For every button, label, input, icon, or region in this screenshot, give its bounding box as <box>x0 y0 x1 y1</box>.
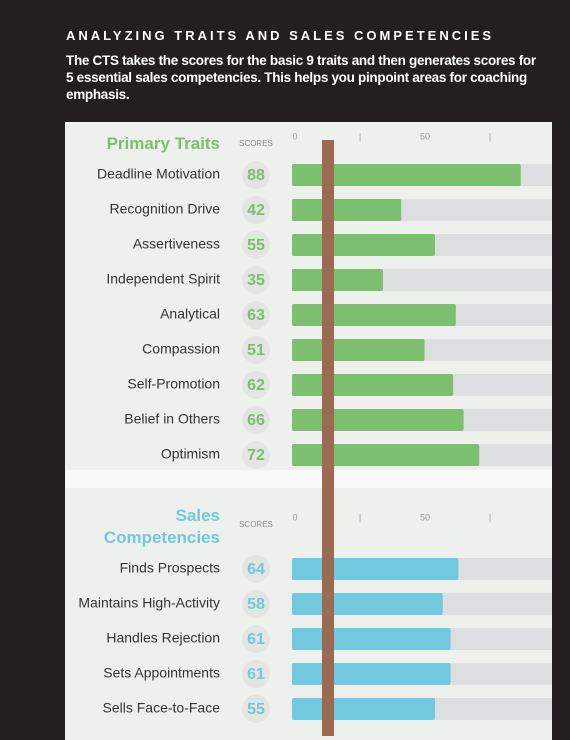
bar <box>292 409 464 431</box>
bar <box>292 663 451 685</box>
score-value: 55 <box>247 701 265 718</box>
x-tick-label: | <box>359 131 361 141</box>
category-label: Self-Promotion <box>127 376 220 392</box>
category-label: Compassion <box>142 341 220 357</box>
category-label: Maintains High-Activity <box>78 595 220 611</box>
x-tick-label: 0 <box>292 131 297 141</box>
category-label: Analytical <box>160 306 220 322</box>
category-label: Recognition Drive <box>110 201 221 217</box>
bar <box>292 234 435 256</box>
score-value: 35 <box>247 272 265 289</box>
score-value: 64 <box>247 561 265 578</box>
score-value: 62 <box>247 377 265 394</box>
score-badge <box>242 660 270 688</box>
scores-label: SCORES <box>239 520 273 529</box>
x-tick-label: 50 <box>420 131 430 141</box>
category-label: Finds Prospects <box>120 560 220 576</box>
score-value: 88 <box>247 167 265 184</box>
score-badge <box>242 555 270 583</box>
score-badge <box>242 161 270 189</box>
x-tick-label: | <box>489 512 491 522</box>
score-value: 51 <box>247 342 265 359</box>
category-label: Sells Face-to-Face <box>103 700 221 716</box>
bar <box>292 374 454 396</box>
score-value: 61 <box>247 631 265 648</box>
chart-title: Primary Traits <box>106 134 220 153</box>
bar <box>292 199 402 221</box>
bar <box>292 698 435 720</box>
category-label: Handles Rejection <box>106 630 220 646</box>
divider <box>322 140 334 736</box>
bar <box>292 164 521 186</box>
category-label: Optimism <box>161 446 220 462</box>
score-badge <box>242 695 270 723</box>
score-value: 66 <box>247 412 265 429</box>
page-title: ANALYZING TRAITS AND SALES COMPETENCIES <box>66 28 495 43</box>
x-tick-label: 50 <box>420 512 430 522</box>
x-tick-label: 0 <box>292 512 297 522</box>
score-value: 42 <box>247 202 265 219</box>
bar <box>292 269 383 291</box>
bar <box>292 558 459 580</box>
chart-title: Sales Competencies <box>103 506 220 547</box>
x-tick-label: | <box>489 131 491 141</box>
x-tick-label: | <box>359 512 361 522</box>
score-badge <box>242 266 270 294</box>
scores-label: SCORES <box>239 139 273 148</box>
category-label: Assertiveness <box>133 236 220 252</box>
score-badge <box>242 231 270 259</box>
score-badge <box>242 371 270 399</box>
score-badge <box>242 625 270 653</box>
score-badge <box>242 301 270 329</box>
bar <box>292 444 480 466</box>
score-badge <box>242 441 270 469</box>
score-badge <box>242 590 270 618</box>
intro-text: The CTS takes the scores for the basic 9… <box>66 53 536 102</box>
score-badge <box>242 196 270 224</box>
score-value: 58 <box>247 596 265 613</box>
category-label: Belief in Others <box>124 411 220 427</box>
bar <box>292 304 456 326</box>
score-value: 55 <box>247 237 265 254</box>
bar <box>292 593 443 615</box>
category-label: Sets Appointments <box>103 665 220 681</box>
bar <box>292 628 451 650</box>
score-value: 61 <box>247 666 265 683</box>
score-value: 63 <box>247 307 265 324</box>
score-badge <box>242 336 270 364</box>
section-gap <box>65 470 552 488</box>
category-label: Independent Spirit <box>106 271 220 287</box>
score-value: 72 <box>247 447 265 464</box>
category-label: Deadline Motivation <box>97 166 220 182</box>
score-badge <box>242 406 270 434</box>
bar <box>292 339 425 361</box>
